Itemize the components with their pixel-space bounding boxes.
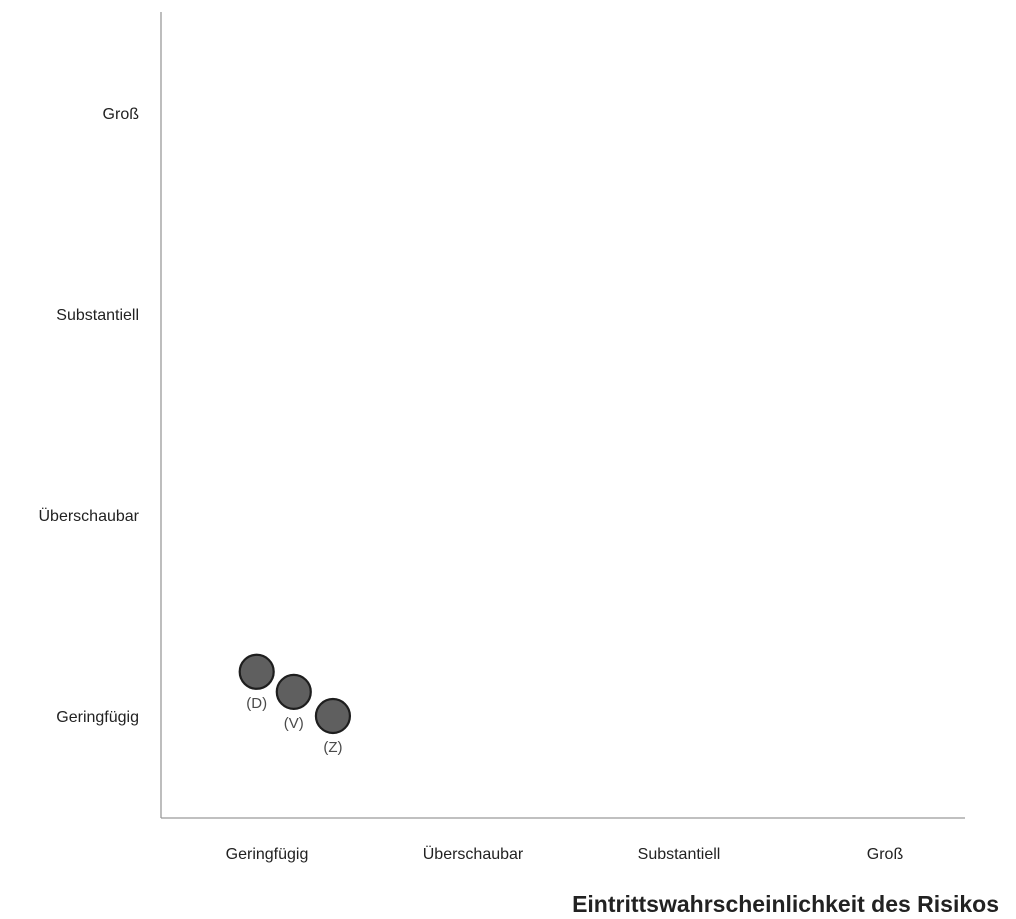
y-tick-label-geringfuegig: Geringfügig: [56, 709, 139, 726]
y-tick-label-ueberschaubar: Überschaubar: [39, 507, 140, 525]
y-axis-ticks: Geringfügig Überschaubar Substantiell Groß: [39, 106, 140, 726]
y-tick-label-gross: Groß: [103, 106, 140, 123]
data-point-v: [275, 673, 312, 710]
data-point-label-z: (Z): [323, 739, 342, 756]
x-tick-label-geringfuegig: Geringfügig: [226, 846, 309, 863]
data-point-label-d: (D): [246, 695, 267, 712]
data-points: (D) (V) (Z): [238, 653, 352, 756]
x-axis-title: Eintrittswahrscheinlichkeit des Risikos: [572, 891, 999, 917]
y-tick-label-substantiell: Substantiell: [56, 307, 139, 324]
x-tick-label-substantiell: Substantiell: [638, 846, 721, 863]
x-axis-ticks: Geringfügig Überschaubar Substantiell Groß: [226, 845, 904, 863]
data-point-d: [238, 653, 275, 690]
x-tick-label-ueberschaubar: Überschaubar: [423, 845, 524, 863]
x-tick-label-gross: Groß: [867, 846, 904, 863]
data-point-label-v: (V): [284, 715, 304, 732]
data-point-z: [314, 697, 352, 735]
